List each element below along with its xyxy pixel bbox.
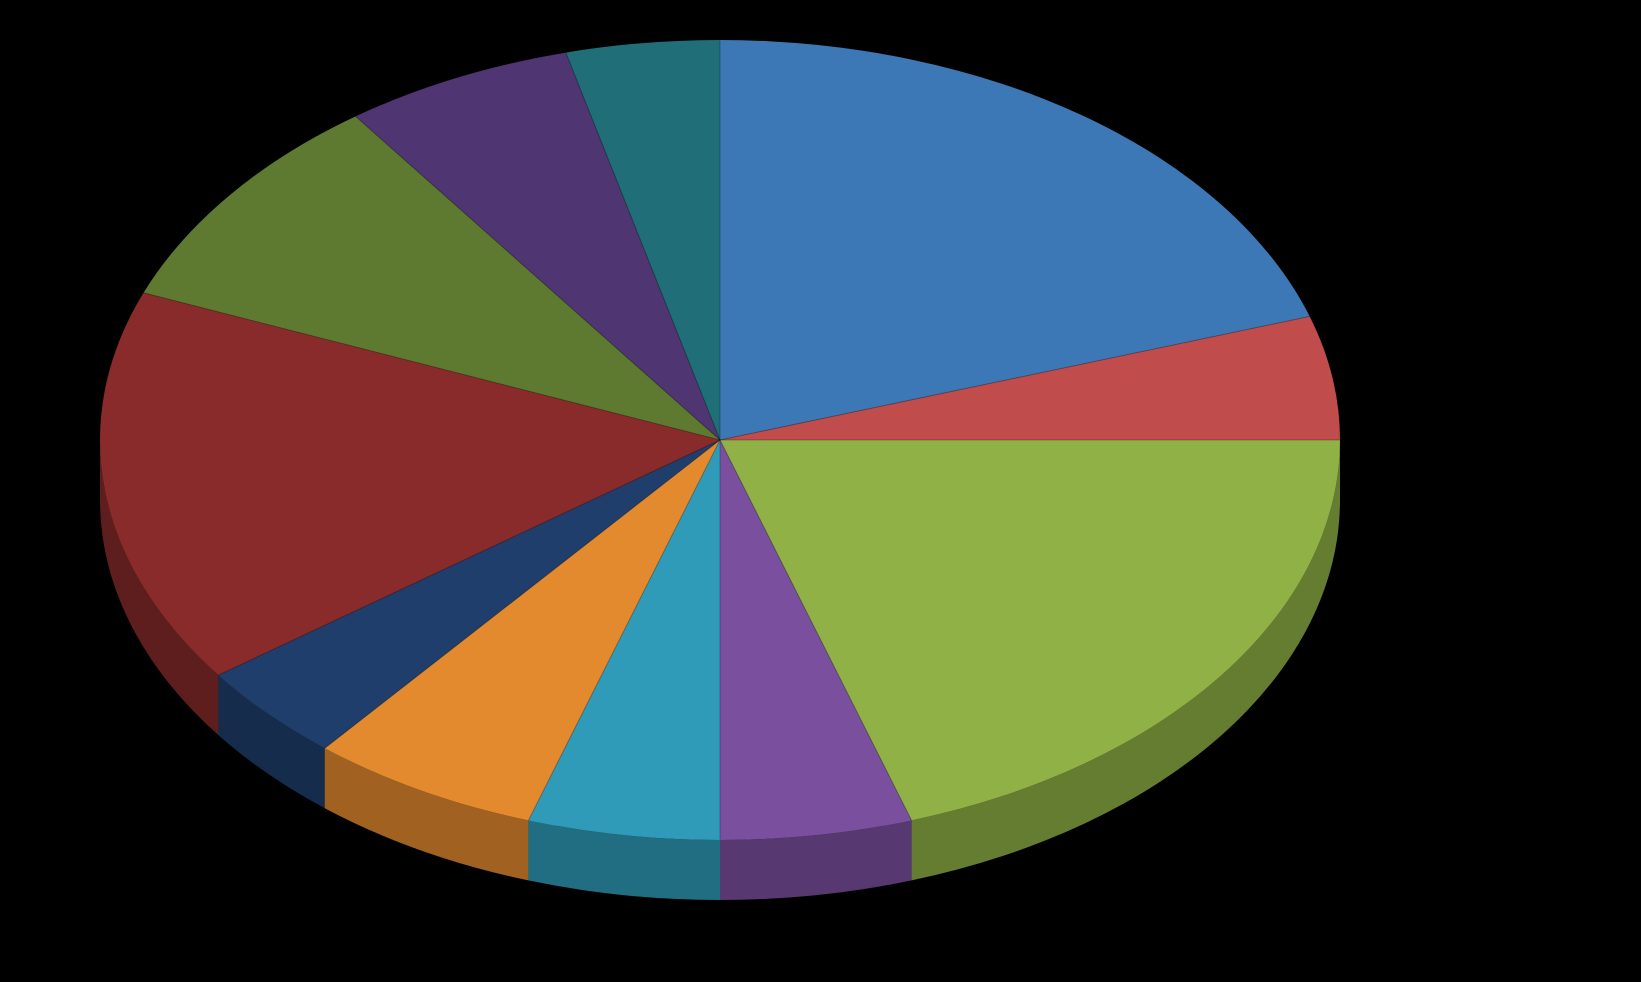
pie-chart-3d: [0, 0, 1641, 982]
pie-svg: [0, 0, 1641, 982]
